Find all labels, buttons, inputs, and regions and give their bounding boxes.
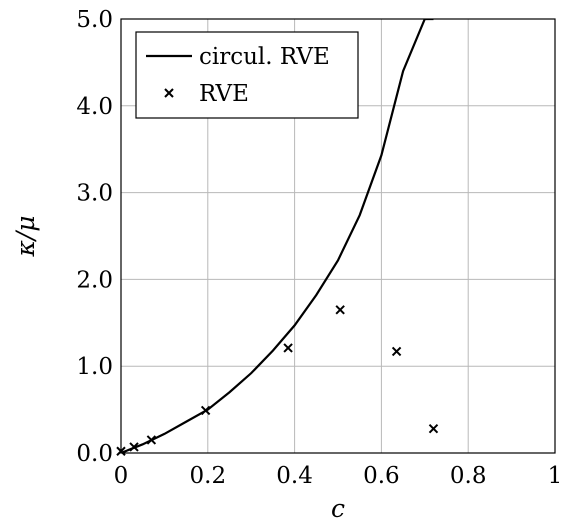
data-point-rve: [335, 305, 345, 315]
series-line-circul-rve: [121, 19, 434, 453]
legend: circul. RVE RVE: [135, 31, 359, 119]
legend-marker-swatch: [164, 88, 174, 98]
x-tick-label: 0.8: [450, 463, 487, 489]
y-tick-label: 4.0: [76, 94, 113, 120]
y-tick-label: 3.0: [76, 181, 113, 207]
x-tick-label: 0: [114, 463, 129, 489]
tick-labels: 0 0.2 0.4 0.6 0.8 1 0.0 1.0 2.0 3.0 4.0 5.0: [76, 7, 562, 489]
y-tick-label: 2.0: [76, 267, 113, 293]
data-point-rve: [129, 442, 139, 452]
legend-entry-rve: RVE: [199, 81, 249, 107]
y-tick-label: 1.0: [76, 354, 113, 380]
x-tick-label: 0.4: [276, 463, 313, 489]
data-point-rve: [428, 423, 439, 434]
x-tick-label: 0.6: [363, 463, 400, 489]
data-point-rve: [200, 405, 211, 416]
data-point-rve: [283, 343, 293, 353]
legend-entry-circul-rve: circul. RVE: [199, 44, 330, 70]
y-axis-label: κ/μ: [11, 215, 40, 257]
x-tick-label: 0.2: [190, 463, 227, 489]
y-tick-label: 5.0: [76, 7, 113, 33]
legend-box: [135, 31, 359, 119]
y-tick-label: 0.0: [76, 441, 113, 467]
x-axis-label: c: [331, 494, 345, 523]
data-point-rve: [146, 435, 157, 445]
data-point-rve: [391, 346, 402, 357]
plot-frame: [120, 18, 556, 454]
x-tick-label: 1: [548, 463, 563, 489]
